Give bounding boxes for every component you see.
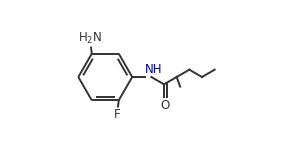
Text: F: F [114, 108, 120, 121]
Text: H$_2$N: H$_2$N [78, 30, 102, 46]
Text: NH: NH [145, 63, 163, 76]
Text: O: O [161, 99, 170, 112]
